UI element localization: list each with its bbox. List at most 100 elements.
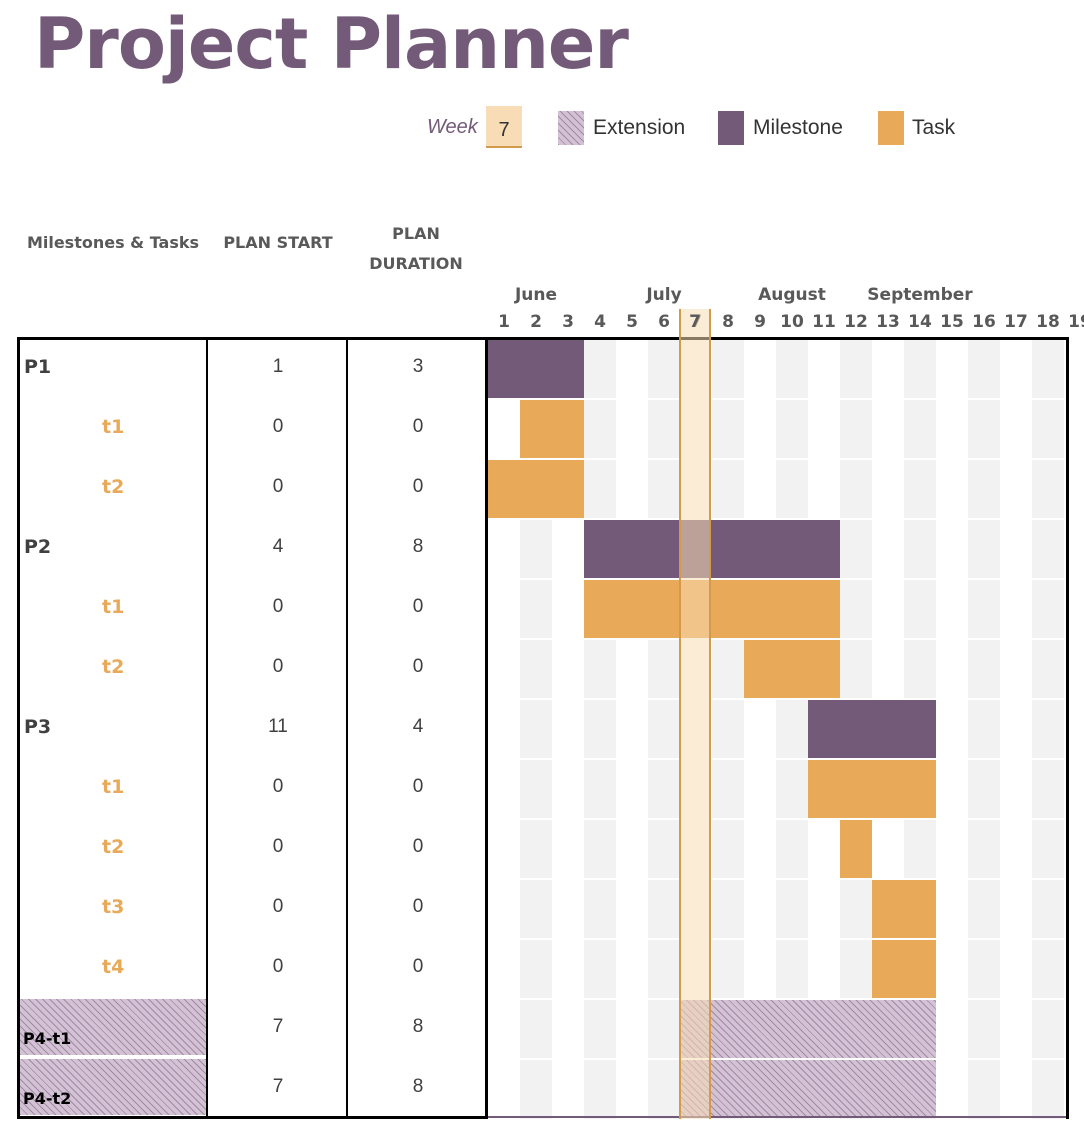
- plan-start-value[interactable]: 1: [272, 356, 284, 377]
- milestone-swatch: [718, 111, 744, 145]
- plan-duration-value[interactable]: 8: [412, 1016, 424, 1037]
- table-row[interactable]: t2 0 0: [20, 457, 486, 517]
- week-number: 6: [658, 312, 670, 332]
- milestone-name: P3: [24, 716, 52, 738]
- plan-start-value[interactable]: 0: [272, 656, 284, 677]
- gantt-stripe: [584, 339, 616, 1119]
- month-label: June: [514, 285, 558, 305]
- gantt-row-separator: [488, 578, 1066, 580]
- week-number: 3: [562, 312, 574, 332]
- milestone-bar[interactable]: [808, 700, 936, 758]
- extension-cell: [20, 999, 206, 1055]
- column-divider-2: [346, 337, 348, 1119]
- task-name: t2: [102, 836, 125, 858]
- task-bar[interactable]: [520, 400, 584, 458]
- table-row[interactable]: P3 11 4: [20, 697, 486, 757]
- legend: Week 7 Extension Milestone Task: [0, 106, 1084, 150]
- week-number: 13: [876, 312, 900, 332]
- task-name: t1: [102, 776, 125, 798]
- plan-start-value[interactable]: 11: [268, 716, 288, 737]
- plan-start-value[interactable]: 0: [272, 476, 284, 497]
- gantt-row-separator: [488, 818, 1066, 820]
- plan-start-value[interactable]: 0: [272, 776, 284, 797]
- plan-start-value[interactable]: 0: [272, 896, 284, 917]
- extension-name: P4-t2: [23, 1089, 72, 1108]
- extension-bar[interactable]: [680, 1060, 936, 1118]
- task-swatch: [878, 111, 904, 145]
- gantt-stripe: [968, 339, 1000, 1119]
- gantt-row-separator: [488, 398, 1066, 400]
- table-row[interactable]: P4-t2 7 8: [20, 1057, 486, 1117]
- table-row[interactable]: t3 0 0: [20, 877, 486, 937]
- task-name: t2: [102, 656, 125, 678]
- month-label: September: [867, 285, 973, 305]
- week-number: 1: [498, 312, 510, 332]
- table-row[interactable]: P1 1 3: [20, 337, 486, 397]
- task-bar[interactable]: [872, 880, 936, 938]
- gantt-top-border: [488, 337, 1066, 340]
- plan-duration-value[interactable]: 0: [412, 956, 424, 977]
- milestone-bar[interactable]: [584, 520, 840, 578]
- task-name: t1: [102, 596, 125, 618]
- table-row[interactable]: t2 0 0: [20, 817, 486, 877]
- gantt-stripe: [712, 339, 744, 1119]
- plan-duration-value[interactable]: 0: [412, 596, 424, 617]
- table-row[interactable]: t1 0 0: [20, 397, 486, 457]
- extension-bar[interactable]: [680, 1000, 936, 1058]
- task-bar[interactable]: [808, 760, 936, 818]
- task-bar[interactable]: [744, 640, 840, 698]
- extension-cell: [20, 1059, 206, 1115]
- table-row[interactable]: t4 0 0: [20, 937, 486, 997]
- plan-duration-value[interactable]: 0: [412, 416, 424, 437]
- task-bar[interactable]: [584, 580, 840, 638]
- plan-duration-value[interactable]: 0: [412, 776, 424, 797]
- plan-duration-value[interactable]: 8: [412, 536, 424, 557]
- table-row[interactable]: P2 4 8: [20, 517, 486, 577]
- week-number: 14: [908, 312, 932, 332]
- plan-duration-value[interactable]: 0: [412, 476, 424, 497]
- week-label: Week: [427, 116, 478, 138]
- gantt-row-separator: [488, 458, 1066, 460]
- milestone-name: P1: [24, 356, 52, 378]
- plan-start-value[interactable]: 0: [272, 956, 284, 977]
- current-week-input[interactable]: 7: [486, 106, 522, 148]
- plan-duration-value[interactable]: 0: [412, 656, 424, 677]
- table-row[interactable]: P4-t1 7 8: [20, 997, 486, 1057]
- week-number: 2: [530, 312, 542, 332]
- month-label: August: [758, 285, 826, 305]
- week-number: 4: [594, 312, 606, 332]
- plan-duration-value[interactable]: 3: [412, 356, 424, 377]
- task-name: t4: [102, 956, 125, 978]
- plan-start-value[interactable]: 7: [272, 1016, 284, 1037]
- week-number: 18: [1036, 312, 1060, 332]
- plan-duration-value[interactable]: 0: [412, 836, 424, 857]
- month-label: July: [646, 285, 682, 305]
- plan-start-value[interactable]: 0: [272, 416, 284, 437]
- column-header-plan-duration-line2: DURATION: [369, 254, 463, 273]
- gantt-row-separator: [488, 938, 1066, 940]
- table-row[interactable]: t1 0 0: [20, 577, 486, 637]
- week-number: 10: [780, 312, 804, 332]
- milestone-bar[interactable]: [488, 340, 584, 398]
- table-row[interactable]: t2 0 0: [20, 637, 486, 697]
- plan-start-value[interactable]: 0: [272, 596, 284, 617]
- gantt-stripe: [648, 339, 680, 1119]
- plan-duration-value[interactable]: 0: [412, 896, 424, 917]
- week-number: 17: [1004, 312, 1028, 332]
- task-bar[interactable]: [488, 460, 584, 518]
- column-header-plan-start: PLAN START: [223, 233, 333, 252]
- week-number: 19: [1068, 312, 1084, 332]
- task-bar[interactable]: [872, 940, 936, 998]
- task-label: Task: [912, 116, 956, 139]
- table-row[interactable]: t1 0 0: [20, 757, 486, 817]
- plan-start-value[interactable]: 7: [272, 1076, 284, 1097]
- plan-duration-value[interactable]: 8: [412, 1076, 424, 1097]
- gantt-row-separator: [488, 698, 1066, 700]
- task-name: t3: [102, 896, 125, 918]
- extension-name: P4-t1: [23, 1029, 72, 1048]
- plan-duration-value[interactable]: 4: [412, 716, 424, 737]
- plan-start-value[interactable]: 4: [272, 536, 284, 557]
- plan-start-value[interactable]: 0: [272, 836, 284, 857]
- gantt-chart: [488, 339, 1066, 1119]
- task-bar[interactable]: [840, 820, 872, 878]
